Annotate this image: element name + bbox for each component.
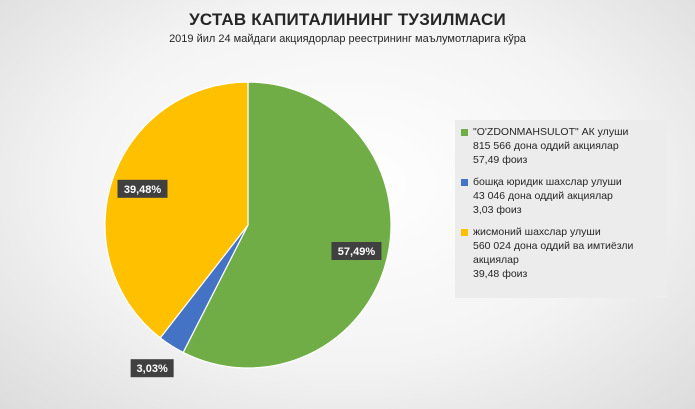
data-label-box xyxy=(117,179,168,198)
legend-line: 3,03 фоиз xyxy=(473,204,522,216)
data-label-1: 57,49% xyxy=(331,242,382,261)
data-label-box xyxy=(331,242,382,261)
legend-swatch xyxy=(461,229,468,236)
data-label-2: 3,03% xyxy=(130,359,174,378)
legend-line: 57,49 фоиз xyxy=(473,154,528,166)
data-label-text: 3,03% xyxy=(137,363,168,375)
legend-swatch xyxy=(461,179,468,186)
data-label-text: 39,48% xyxy=(124,184,162,196)
legend-line: 815 566 дона оддий акциялар xyxy=(473,140,619,152)
legend-line: 39,48 фоиз xyxy=(473,268,528,280)
legend-line: жисмоний шахслар улуши xyxy=(473,226,601,238)
legend-line: "O'ZDONMAHSULOT" АК улуши xyxy=(473,126,629,138)
legend-swatch xyxy=(461,129,468,136)
chart-subtitle: 2019 йил 24 майдаги акциядорлар реестрин… xyxy=(169,33,526,45)
legend-text: "O'ZDONMAHSULOT" АК улуши 815 566 дона од… xyxy=(473,125,628,167)
pie-slice-1 xyxy=(182,81,392,369)
legend-entry-3: жисмоний шахслар улуши 560 024 дона оддий… xyxy=(461,225,661,281)
legend-line: 560 024 дона оддий ва имтиёзли акциялар xyxy=(473,240,634,266)
data-label-text: 57,49% xyxy=(338,246,376,258)
data-label-3: 39,48% xyxy=(117,179,168,198)
legend-entry-2: бошқа юридик шахслар улуши 43 046 дона од… xyxy=(461,175,661,217)
pie-slice-3 xyxy=(104,81,249,339)
legend-entry-1: "O'ZDONMAHSULOT" АК улуши 815 566 дона од… xyxy=(461,125,661,167)
chart-legend: "O'ZDONMAHSULOT" АК улуши 815 566 дона од… xyxy=(455,120,667,298)
data-label-box xyxy=(130,359,174,378)
legend-text: бошқа юридик шахслар улуши 43 046 дона од… xyxy=(473,175,622,217)
legend-text: жисмоний шахслар улуши 560 024 дона оддий… xyxy=(473,225,661,281)
legend-line: бошқа юридик шахслар улуши xyxy=(473,176,622,188)
legend-line: 43 046 дона оддий акциялар xyxy=(473,190,613,202)
chart-title: УСТАВ КАПИТАЛИНИНГ ТУЗИЛМАСИ xyxy=(189,10,506,29)
